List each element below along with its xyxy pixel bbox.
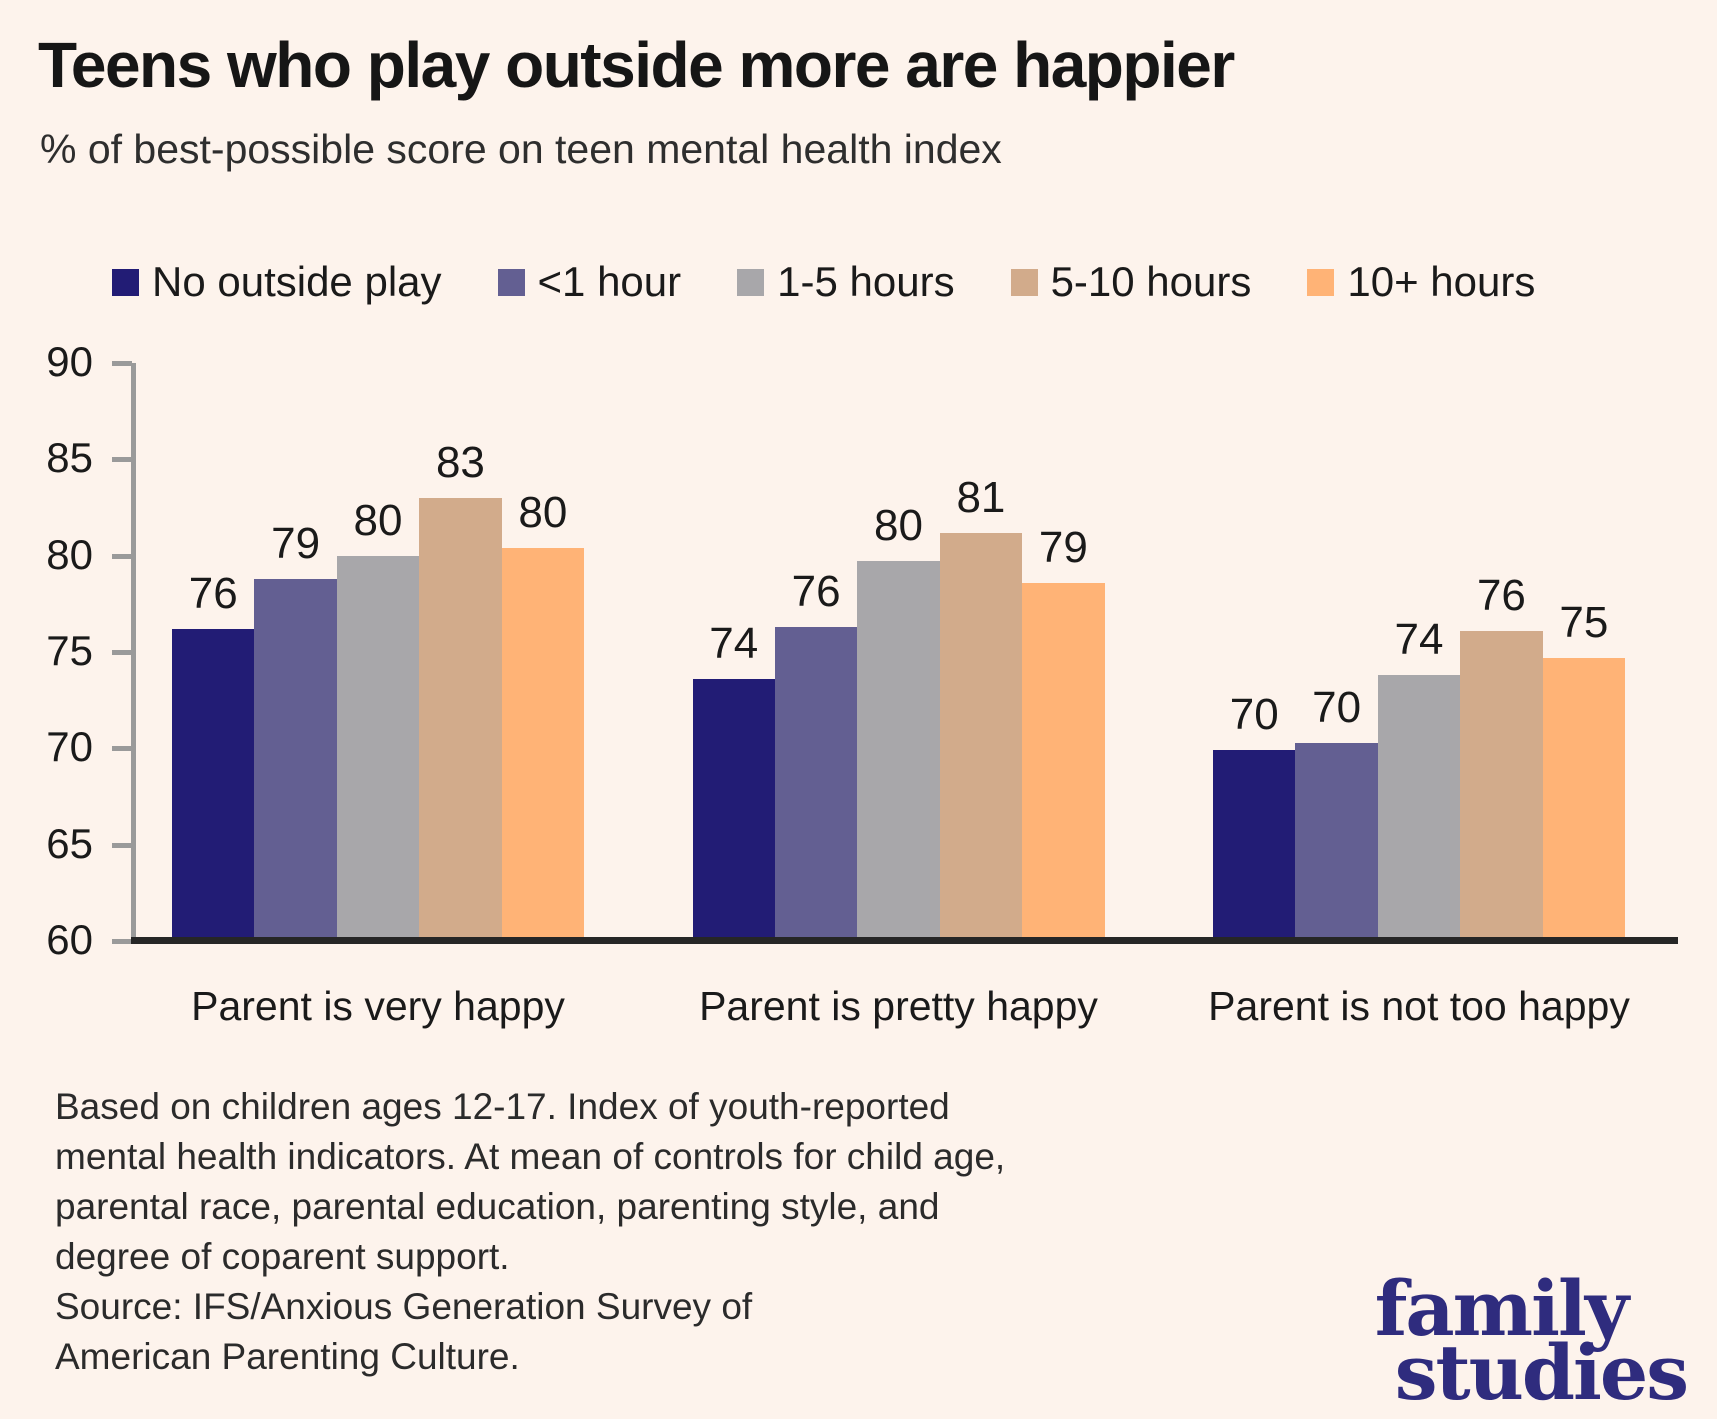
family-studies-logo: family studies xyxy=(1374,1264,1689,1418)
bar-value-label: 75 xyxy=(1559,597,1609,647)
bar-value-label: 70 xyxy=(1229,690,1279,740)
bar: 81 xyxy=(939,473,1023,941)
legend-label: <1 hour xyxy=(537,258,682,305)
footnote-line: American Parenting Culture. xyxy=(55,1336,520,1377)
bar: 79 xyxy=(254,519,337,941)
bar: 70 xyxy=(1295,683,1378,941)
footnote-line: Based on children ages 12-17. Index of y… xyxy=(55,1086,950,1127)
y-axis-tick xyxy=(112,457,132,463)
legend-swatch-icon xyxy=(1307,268,1335,296)
bar-value-label: 70 xyxy=(1312,682,1362,732)
y-axis-label: 80 xyxy=(46,530,93,578)
footnote-line: degree of coparent support. xyxy=(55,1236,510,1277)
y-axis-label: 70 xyxy=(46,723,93,771)
bar-value-label: 76 xyxy=(791,566,841,616)
legend-item: No outside play xyxy=(112,258,442,306)
y-axis-label: 65 xyxy=(46,819,93,867)
legend-item: 1-5 hours xyxy=(737,258,955,306)
y-axis-tick xyxy=(112,553,132,559)
footnote: Based on children ages 12-17. Index of y… xyxy=(55,1082,1005,1382)
y-axis-tick xyxy=(112,650,132,655)
logo-text-family: family xyxy=(1374,1264,1629,1354)
bar: 74 xyxy=(692,619,775,941)
bar-group: 70 70 74 76 75 Parent is not too happy xyxy=(1208,363,1630,1029)
legend-swatch-icon xyxy=(737,268,765,296)
y-axis-tick xyxy=(112,746,132,752)
legend-label: No outside play xyxy=(152,258,442,305)
y-axis-tick xyxy=(112,361,132,366)
page-title: Teens who play outside more are happier xyxy=(38,29,1235,101)
legend-item: <1 hour xyxy=(497,258,682,306)
legend-item: 5-10 hours xyxy=(1010,258,1252,306)
bar: 80 xyxy=(501,488,585,941)
footnote-line: Source: IFS/Anxious Generation Survey of xyxy=(55,1286,753,1327)
bar: 75 xyxy=(1542,598,1626,941)
logo-text-studies: studies xyxy=(1394,1328,1689,1418)
legend-label: 5-10 hours xyxy=(1050,258,1252,305)
legend-label: 1-5 hours xyxy=(777,258,955,305)
x-axis-category-label: Parent is not too happy xyxy=(1208,983,1630,1029)
bar-value-label: 80 xyxy=(518,487,568,537)
bar: 79 xyxy=(1022,523,1105,941)
x-axis-category-label: Parent is pretty happy xyxy=(699,983,1098,1029)
bar-value-label: 76 xyxy=(188,568,238,618)
y-axis-label: 85 xyxy=(46,434,93,482)
bar: 74 xyxy=(1377,615,1461,941)
footnote-line: parental race, parental education, paren… xyxy=(55,1186,940,1227)
bar-value-label: 79 xyxy=(1038,522,1088,572)
bar-groups: 76 79 80 83 80 Parent is very happy 74 76 80 81 79… xyxy=(133,363,1680,1029)
page-subtitle: % of best-possible score on teen mental … xyxy=(40,126,1002,172)
legend-label: 10+ hours xyxy=(1347,258,1536,305)
bar: 80 xyxy=(857,501,940,941)
bar-value-label: 81 xyxy=(956,472,1006,522)
legend-swatch-icon xyxy=(497,268,525,296)
x-axis-category-label: Parent is very happy xyxy=(191,983,565,1029)
legend-swatch-icon xyxy=(1010,268,1038,296)
bar-group: 74 76 80 81 79 Parent is pretty happy xyxy=(692,363,1105,1029)
legend-item: 10+ hours xyxy=(1307,258,1535,306)
bar: 76 xyxy=(774,567,858,941)
bar-value-label: 74 xyxy=(709,618,759,668)
x-axis-baseline xyxy=(131,937,1678,944)
bar: 83 xyxy=(419,438,502,941)
y-axis-label: 60 xyxy=(46,916,93,964)
bar-value-label: 83 xyxy=(435,437,485,487)
bar-value-label: 79 xyxy=(271,518,321,568)
y-axis-label: 75 xyxy=(46,627,93,675)
bar-group: 76 79 80 83 80 Parent is very happy xyxy=(172,363,585,1029)
legend-swatch-icon xyxy=(112,268,139,296)
y-axis-label: 90 xyxy=(46,338,93,386)
y-axis-line xyxy=(131,363,136,944)
bar-value-label: 76 xyxy=(1476,570,1526,620)
bar: 70 xyxy=(1213,690,1296,941)
y-axis-tick xyxy=(112,842,132,848)
bar-value-label: 80 xyxy=(874,501,923,551)
bar-value-label: 80 xyxy=(353,495,403,545)
bar-value-label: 74 xyxy=(1394,615,1444,665)
bar: 76 xyxy=(1460,571,1543,941)
chart-plot-area: 90 85 80 75 70 65 60 76 79 80 83 80 Parent is very … xyxy=(46,338,1680,1029)
footnote-line: mental health indicators. At mean of con… xyxy=(55,1136,1006,1177)
bar: 80 xyxy=(336,496,420,941)
bar: 76 xyxy=(172,569,255,941)
chart-legend: No outside play <1 hour 1-5 hours 5-10 hour… xyxy=(112,258,1535,306)
y-axis-tick xyxy=(112,939,132,944)
